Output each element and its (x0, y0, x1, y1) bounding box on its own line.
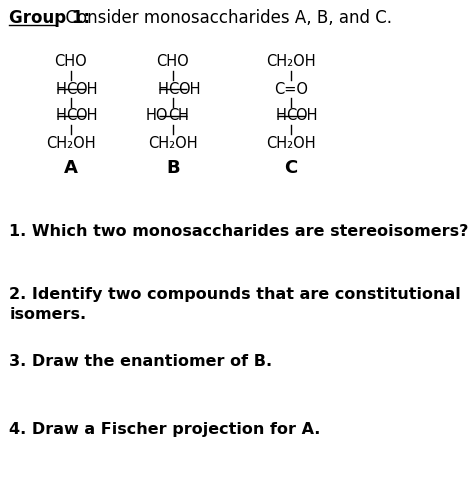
Text: A: A (64, 159, 78, 177)
Text: C=O: C=O (274, 82, 308, 96)
Text: 4. Draw a Fischer projection for A.: 4. Draw a Fischer projection for A. (9, 422, 321, 437)
Text: C: C (284, 159, 298, 177)
Text: B: B (166, 159, 180, 177)
Text: OH: OH (75, 82, 98, 96)
Text: CH₂OH: CH₂OH (266, 55, 316, 69)
Text: 2. Identify two compounds that are constitutional
isomers.: 2. Identify two compounds that are const… (9, 287, 461, 322)
Text: Group 1:: Group 1: (9, 9, 91, 27)
Text: H: H (275, 109, 286, 123)
Text: Consider monosaccharides A, B, and C.: Consider monosaccharides A, B, and C. (55, 9, 392, 27)
Text: H: H (55, 82, 66, 96)
Text: 3. Draw the enantiomer of B.: 3. Draw the enantiomer of B. (9, 354, 273, 369)
Text: H: H (178, 109, 189, 123)
Text: CHO: CHO (156, 55, 189, 69)
Text: C: C (168, 109, 178, 123)
Text: H: H (157, 82, 168, 96)
Text: OH: OH (296, 109, 318, 123)
Text: CHO: CHO (55, 55, 87, 69)
Text: C: C (65, 109, 76, 123)
Text: OH: OH (178, 82, 200, 96)
Text: HO: HO (146, 109, 168, 123)
Text: C: C (65, 82, 76, 96)
Text: CH₂OH: CH₂OH (148, 135, 198, 151)
Text: H: H (55, 109, 66, 123)
Text: 1. Which two monosaccharides are stereoisomers?: 1. Which two monosaccharides are stereoi… (9, 224, 469, 239)
Text: OH: OH (75, 109, 98, 123)
Text: C: C (168, 82, 178, 96)
Text: CH₂OH: CH₂OH (46, 135, 96, 151)
Text: CH₂OH: CH₂OH (266, 135, 316, 151)
Text: C: C (286, 109, 296, 123)
